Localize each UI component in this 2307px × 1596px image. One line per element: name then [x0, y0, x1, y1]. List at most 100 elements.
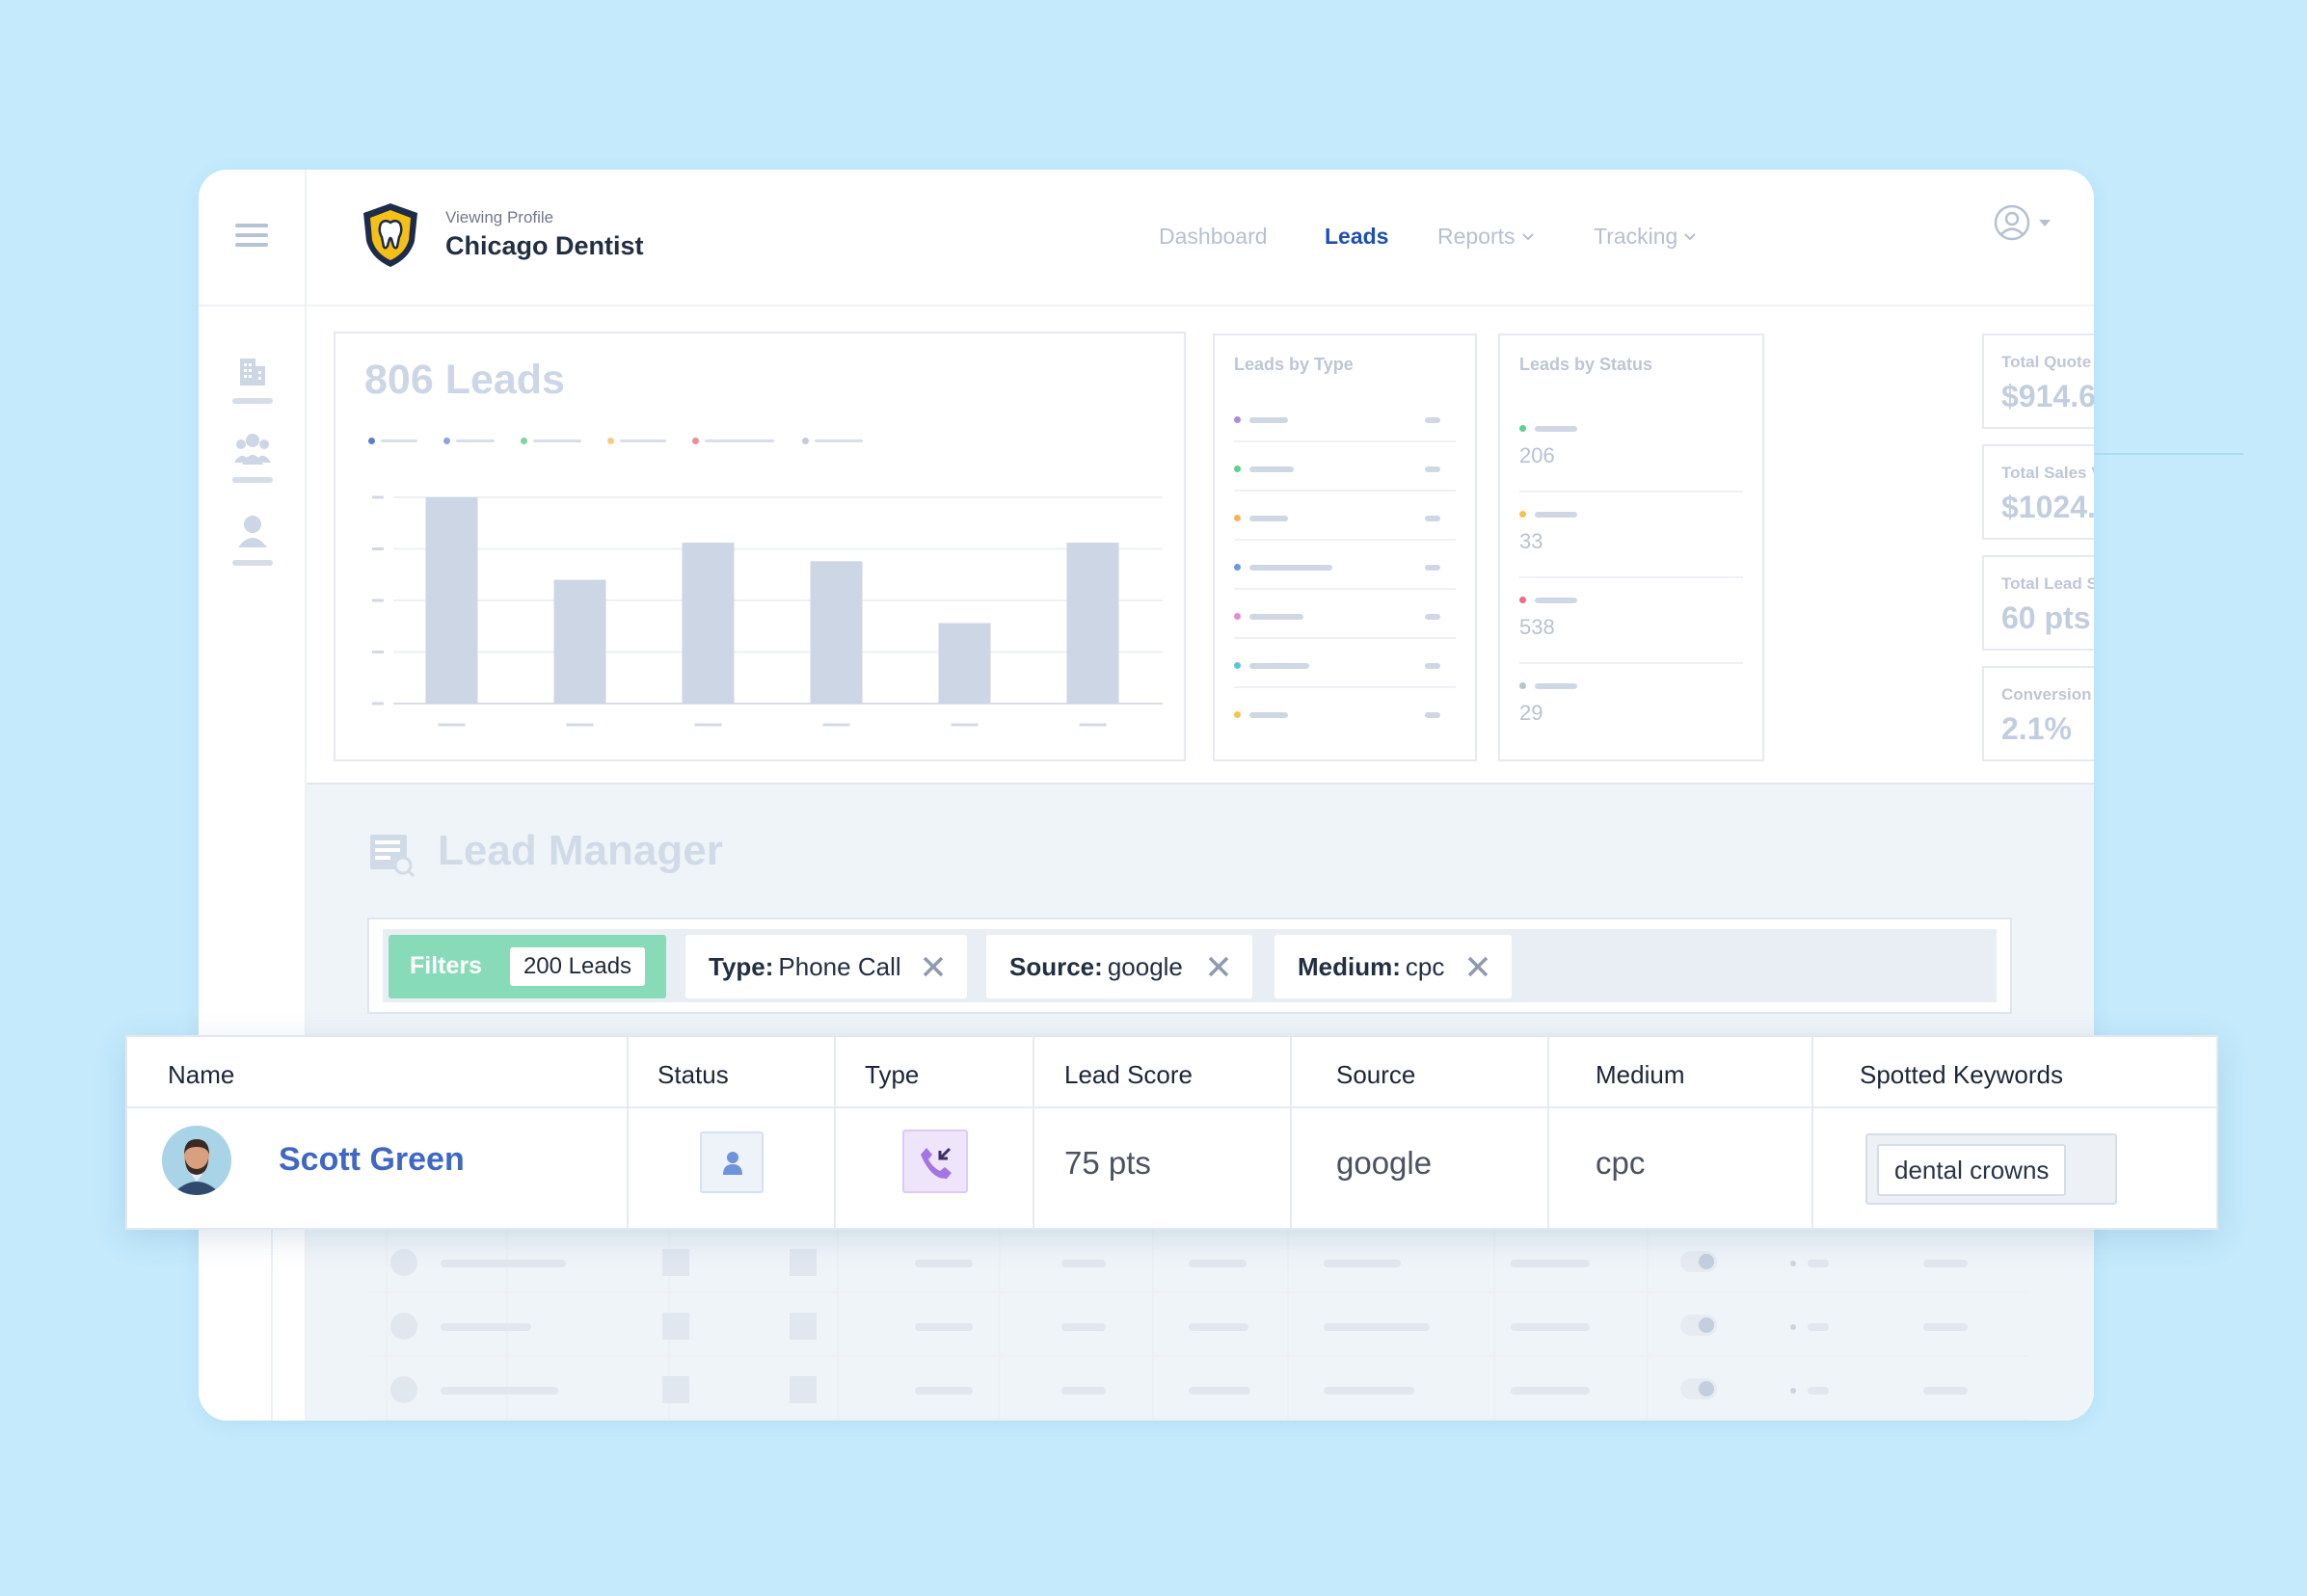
column-type[interactable]: Type: [865, 1060, 920, 1089]
type-row: [1234, 590, 1456, 639]
close-icon[interactable]: [1206, 954, 1231, 979]
column-medium[interactable]: Medium: [1596, 1060, 1685, 1089]
nav-reports[interactable]: Reports: [1437, 224, 1535, 250]
nav-dashboard[interactable]: Dashboard: [1159, 224, 1268, 249]
filter-chip-source[interactable]: Source: google: [986, 935, 1252, 998]
type-value-bar: [1425, 663, 1440, 669]
close-icon[interactable]: [1465, 954, 1490, 979]
type-dot: [1234, 711, 1241, 718]
chip-value: cpc: [1405, 951, 1445, 981]
type-value-bar: [1425, 466, 1440, 472]
nav-tracking[interactable]: Tracking: [1594, 224, 1697, 250]
stat-label: Conversion Rate: [2001, 685, 2094, 704]
keyword-tag[interactable]: dental crowns: [1877, 1144, 2067, 1196]
placeholder-divider: [1493, 1230, 1495, 1421]
type-row: [1234, 492, 1456, 541]
type-label-bar: [1249, 614, 1303, 620]
viewing-profile-label: Viewing Profile: [445, 208, 554, 226]
total-quote-value-card: Total Quote Value $914.65: [1982, 333, 2094, 429]
profile-name[interactable]: Chicago Dentist: [445, 231, 644, 260]
stat-label: Total Quote Value: [2001, 353, 2094, 371]
placeholder-divider: [386, 1230, 388, 1421]
type-dot: [1234, 662, 1241, 669]
lead-name-link[interactable]: Scott Green: [279, 1141, 465, 1178]
top-header: Viewing Profile Chicago Dentist Dashboar…: [307, 170, 2094, 306]
type-dot: [1234, 515, 1241, 521]
column-name[interactable]: Name: [168, 1060, 235, 1089]
stat-label: Total Sales Value: [2001, 464, 2094, 482]
status-row: 538: [1519, 578, 1743, 664]
status-count: 206: [1519, 443, 1555, 467]
chart-bar[interactable]: [810, 561, 863, 704]
status-indicator[interactable]: [700, 1131, 764, 1193]
team-icon[interactable]: [232, 432, 273, 483]
placeholder-row: [367, 1230, 2027, 1293]
user-menu[interactable]: [1994, 204, 2052, 241]
filters-button[interactable]: Filters 200 Leads: [389, 935, 666, 998]
building-icon[interactable]: [232, 353, 273, 404]
type-dot: [1234, 613, 1241, 620]
total-sales-value-card: Total Sales Value $1024.38: [1982, 444, 2094, 540]
column-lead-score[interactable]: Lead Score: [1064, 1060, 1193, 1089]
type-dot: [1234, 416, 1241, 423]
stat-label: Total Lead Score: [2001, 574, 2094, 593]
leads-by-status-title: Leads by Status: [1519, 355, 1653, 374]
leads-chart-card: 806 Leads: [334, 332, 1186, 761]
sidebar: [199, 170, 307, 1421]
type-label-bar: [1249, 565, 1332, 571]
placeholder-row: [367, 1293, 2027, 1357]
chip-key: Medium:: [1298, 951, 1401, 981]
user-icon[interactable]: [232, 515, 273, 566]
placeholder-row: [367, 1357, 2027, 1421]
chevron-down-icon: [1684, 232, 1697, 240]
column-spotted-keywords[interactable]: Spotted Keywords: [1860, 1060, 2064, 1089]
type-row: [1234, 442, 1456, 492]
chart-bar[interactable]: [553, 579, 606, 704]
placeholder-divider: [1152, 1230, 1154, 1421]
menu-icon[interactable]: [235, 224, 268, 253]
column-status[interactable]: Status: [657, 1060, 729, 1089]
lead-manager-title: Lead Manager: [438, 827, 723, 874]
leads-bar-chart: [372, 495, 1163, 727]
close-icon[interactable]: [921, 954, 946, 979]
nav-leads[interactable]: Leads: [1325, 224, 1389, 249]
leads-by-type-card: Leads by Type: [1213, 333, 1477, 761]
conversion-rate-card: Conversion Rate? 2.1%: [1982, 666, 2094, 761]
filter-chip-type[interactable]: Type: Phone Call: [685, 935, 967, 998]
type-label-bar: [1249, 466, 1294, 472]
type-value-bar: [1425, 565, 1440, 571]
status-row: 29: [1519, 664, 1743, 750]
status-count: 538: [1519, 615, 1555, 639]
chevron-down-icon: [1521, 232, 1534, 240]
nav-tracking-label: Tracking: [1594, 224, 1678, 249]
filters-label: Filters: [410, 952, 483, 979]
keywords-box: dental crowns: [1865, 1133, 2117, 1205]
type-label-bar: [1249, 663, 1309, 669]
type-label-bar: [1249, 417, 1288, 423]
placeholder-divider: [1287, 1230, 1289, 1421]
lead-table: Name Status Type Lead Score Source Mediu…: [125, 1035, 2218, 1230]
total-lead-score-card: Total Lead Score? 60 pts: [1982, 555, 2094, 651]
placeholder-divider: [271, 1230, 273, 1421]
type-row: [1234, 393, 1456, 442]
type-indicator[interactable]: [902, 1130, 968, 1193]
placeholder-rows: [271, 1230, 2027, 1421]
filter-chip-medium[interactable]: Medium: cpc: [1274, 935, 1512, 998]
chip-key: Type:: [709, 951, 774, 981]
chip-value: Phone Call: [778, 951, 901, 981]
chart-bar[interactable]: [938, 623, 991, 704]
chart-bar[interactable]: [682, 543, 735, 704]
status-row: 33: [1519, 492, 1743, 578]
table-header: [127, 1037, 2216, 1108]
chip-key: Source:: [1009, 951, 1103, 981]
status-count: 33: [1519, 529, 1543, 553]
chart-bar[interactable]: [425, 497, 478, 704]
type-label-bar: [1249, 712, 1288, 718]
nav-reports-label: Reports: [1437, 224, 1516, 249]
tooth-shield-logo: [360, 200, 421, 270]
user-circle-icon: [1994, 204, 2030, 241]
chart-bar[interactable]: [1066, 543, 1119, 704]
type-value-bar: [1425, 516, 1440, 521]
column-source[interactable]: Source: [1336, 1060, 1416, 1089]
avatar: [162, 1126, 231, 1195]
